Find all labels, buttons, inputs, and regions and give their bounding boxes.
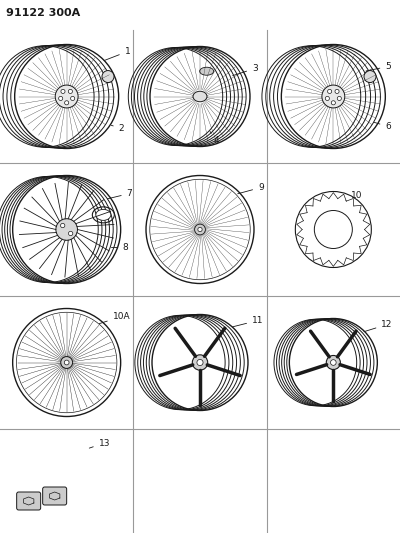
Circle shape	[60, 223, 65, 228]
Circle shape	[330, 360, 336, 365]
Ellipse shape	[200, 67, 214, 75]
Circle shape	[102, 70, 114, 83]
Circle shape	[192, 355, 208, 370]
FancyBboxPatch shape	[17, 492, 41, 510]
Circle shape	[197, 359, 203, 366]
Circle shape	[61, 90, 65, 93]
Circle shape	[68, 90, 72, 93]
Text: 13: 13	[89, 439, 110, 448]
Circle shape	[64, 360, 69, 365]
Circle shape	[364, 70, 376, 83]
Text: 3: 3	[233, 64, 258, 76]
Text: 7: 7	[107, 189, 132, 199]
Circle shape	[326, 356, 340, 369]
Circle shape	[56, 219, 78, 240]
Circle shape	[337, 96, 341, 101]
Circle shape	[65, 101, 69, 105]
Text: 91122 300A: 91122 300A	[6, 8, 80, 18]
Ellipse shape	[193, 91, 207, 102]
Circle shape	[325, 96, 330, 101]
Circle shape	[194, 224, 206, 235]
Circle shape	[68, 231, 73, 236]
Circle shape	[322, 85, 345, 108]
Ellipse shape	[96, 209, 111, 220]
Circle shape	[59, 96, 63, 101]
Circle shape	[335, 90, 339, 93]
Text: 9: 9	[238, 183, 264, 194]
Text: 5: 5	[366, 62, 391, 71]
Circle shape	[61, 357, 73, 368]
Text: 11: 11	[233, 316, 264, 327]
Text: 2: 2	[111, 124, 124, 133]
Circle shape	[70, 96, 75, 101]
Text: 12: 12	[364, 320, 393, 332]
FancyBboxPatch shape	[43, 487, 67, 505]
Circle shape	[314, 211, 352, 248]
Circle shape	[55, 85, 78, 108]
Circle shape	[328, 90, 332, 93]
Text: 10: 10	[346, 191, 363, 200]
Text: 1: 1	[104, 47, 130, 61]
Text: 6: 6	[374, 122, 391, 131]
Text: 10A: 10A	[99, 312, 130, 324]
Text: 8: 8	[112, 243, 128, 252]
Circle shape	[331, 101, 335, 105]
Text: 4: 4	[210, 132, 220, 145]
Circle shape	[198, 228, 202, 232]
